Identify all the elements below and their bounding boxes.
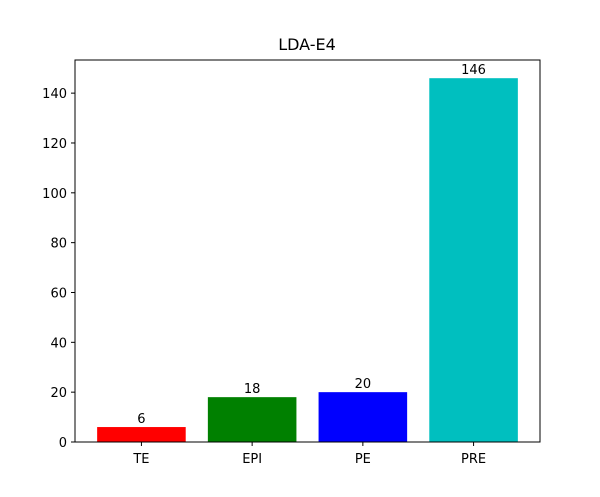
y-tick-label: 0 [59, 436, 67, 451]
y-tick-label: 120 [42, 137, 67, 152]
axes-frame [74, 59, 541, 443]
y-tick-label: 80 [50, 237, 67, 252]
plot-area: 6 TE 18 EPI 20 PE 146 PRE 0 20 40 60 80 100 120 140 [42, 59, 541, 467]
y-tick-label: 20 [50, 386, 67, 401]
bar-pe [318, 392, 408, 442]
x-tick-label-pe: PE [355, 452, 371, 467]
bar-pre [429, 78, 518, 442]
data-label-te: 6 [137, 412, 145, 427]
bar-te [97, 427, 186, 442]
data-label-pre: 146 [461, 63, 486, 78]
data-label-pe: 20 [355, 377, 372, 392]
y-tick-label: 40 [50, 336, 67, 351]
y-tick-label: 100 [42, 187, 67, 202]
chart-title: LDA-E4 [278, 35, 336, 54]
x-tick-label-epi: EPI [242, 452, 262, 467]
y-tick-label: 140 [42, 87, 67, 102]
y-tick-label: 60 [50, 286, 67, 301]
bar-epi [207, 397, 297, 442]
x-tick-label-pre: PRE [461, 452, 486, 467]
x-tick-label-te: TE [132, 452, 149, 467]
data-label-epi: 18 [244, 382, 261, 397]
